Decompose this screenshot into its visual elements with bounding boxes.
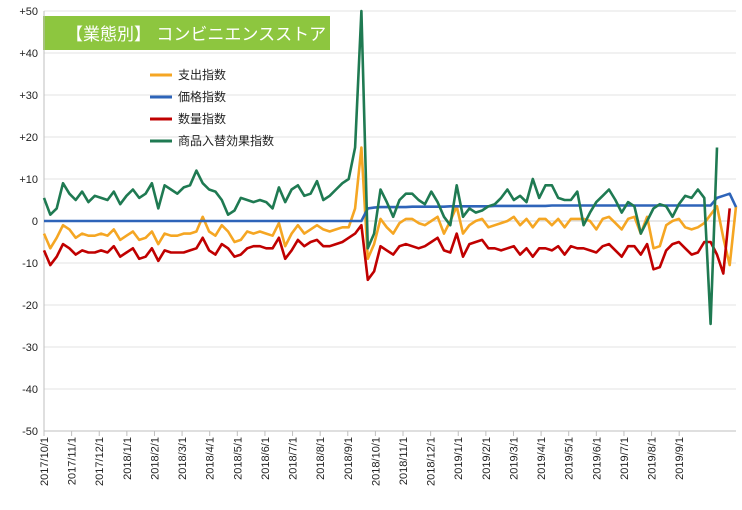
x-tick-label: 2018/8/1 [315,437,327,480]
x-tick-label: 2017/10/1 [39,437,51,486]
series-lines [42,9,738,326]
x-tick-label: 2018/9/1 [343,437,355,480]
legend-label: 価格指数 [178,89,226,104]
x-tick-label: 2017/11/1 [67,437,79,485]
y-axis: +50 +40 +30 +20 +10 0 -10 -20 -30 -40 -50 [19,6,45,438]
x-tick-label: 2019/2/1 [481,437,493,480]
y-tick-label: 0 [32,216,38,228]
y-tick-label: -20 [22,300,38,312]
series-line-0 [42,146,738,267]
x-tick-label: 2019/7/1 [619,437,631,480]
x-axis: 2017/10/1 2017/11/1 2017/12/1 2018/1/1 2018/… [39,430,736,486]
x-tick-label: 2019/9/1 [674,437,686,480]
y-tick-label: +20 [19,132,38,144]
x-tick-label: 2018/11/1 [398,437,410,485]
x-tick-label: 2019/3/1 [508,437,520,480]
x-tick-label: 2018/1/1 [122,437,134,480]
x-tick-label: 2018/10/1 [370,437,382,486]
x-tick-label: 2019/4/1 [536,437,548,480]
legend-label: 数量指数 [178,111,226,126]
y-tick-label: +50 [19,6,38,18]
x-tick-label: 2018/12/1 [426,437,438,486]
x-tick-label: 2017/12/1 [94,437,106,486]
y-tick-label: +10 [19,174,38,186]
y-tick-label: -30 [22,342,38,354]
x-tick-label: 2019/1/1 [453,437,465,480]
x-tick-label: 2018/7/1 [288,437,300,480]
series-line-2 [42,208,731,282]
y-tick-label: +30 [19,90,38,102]
y-tick-label: -40 [22,384,38,396]
y-tick-label: -50 [22,426,38,438]
y-tick-label: -10 [22,258,38,270]
legend-label: 支出指数 [178,67,226,82]
y-tick-label: +40 [19,48,38,60]
x-tick-label: 2018/2/1 [149,437,161,480]
x-tick-label: 2019/5/1 [564,437,576,480]
x-tick-label: 2018/6/1 [260,437,272,480]
x-tick-label: 2019/8/1 [647,437,659,480]
series-line-3 [42,9,719,326]
x-tick-label: 2018/3/1 [177,437,189,480]
x-tick-label: 2018/4/1 [205,437,217,480]
chart-title-background [43,16,330,50]
x-tick-label: 2019/6/1 [591,437,603,480]
chart-title: 【業態別】 コンビニエンスストア [66,25,326,45]
chart-title-group: 【業態別】 コンビニエンスストア [43,16,330,50]
x-tick-label: 2018/5/1 [232,437,244,480]
legend-label: 商品入替効果指数 [178,133,274,148]
